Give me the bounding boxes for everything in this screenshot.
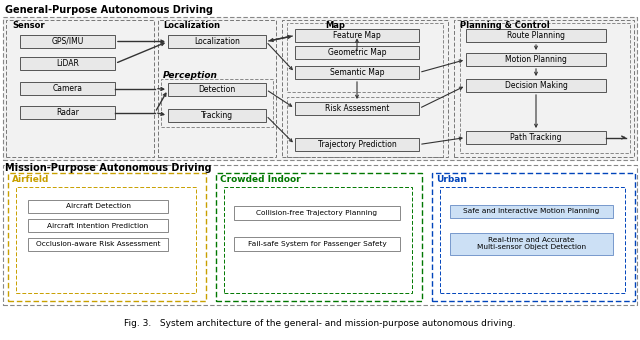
Text: Fail-safe System for Passenger Safety: Fail-safe System for Passenger Safety <box>248 241 387 247</box>
Text: Feature Map: Feature Map <box>333 31 381 40</box>
Bar <box>295 46 419 59</box>
Bar <box>216 173 422 301</box>
Text: General-Purpose Autonomous Driving: General-Purpose Autonomous Driving <box>5 5 213 15</box>
Bar <box>295 29 419 42</box>
Text: Perception: Perception <box>163 70 218 80</box>
Text: Crowded Indoor: Crowded Indoor <box>220 175 301 185</box>
Text: Localization: Localization <box>194 37 240 46</box>
Text: Path Tracking: Path Tracking <box>510 133 562 142</box>
Bar <box>287 23 443 92</box>
Text: Safe and Interactive Motion Planning: Safe and Interactive Motion Planning <box>463 208 600 215</box>
Text: Real-time and Accurate
Multi-sensor Object Detection: Real-time and Accurate Multi-sensor Obje… <box>477 238 586 251</box>
Bar <box>20 35 115 48</box>
Text: Route Planning: Route Planning <box>507 31 565 40</box>
Text: Collision-free Trajectory Planning: Collision-free Trajectory Planning <box>257 210 378 216</box>
Text: Motion Planning: Motion Planning <box>505 55 567 64</box>
Bar <box>460 23 630 153</box>
Bar <box>16 187 196 293</box>
Text: Mission-Purpose Autonomous Driving: Mission-Purpose Autonomous Driving <box>5 163 212 173</box>
Text: Aircraft Detection: Aircraft Detection <box>65 204 131 209</box>
Bar <box>224 187 412 293</box>
Bar <box>450 205 613 218</box>
Bar <box>6 20 154 157</box>
Bar <box>168 35 266 48</box>
Bar <box>168 83 266 96</box>
Text: Trajectory Prediction: Trajectory Prediction <box>317 140 396 149</box>
Text: LiDAR: LiDAR <box>56 59 79 68</box>
Text: Detection: Detection <box>198 85 236 94</box>
Bar <box>161 79 273 127</box>
Bar <box>295 138 419 151</box>
Text: Map: Map <box>325 20 345 30</box>
Text: Tracking: Tracking <box>201 111 233 120</box>
Bar <box>8 173 206 301</box>
Text: Urban: Urban <box>436 175 467 185</box>
Text: Radar: Radar <box>56 108 79 117</box>
Bar <box>466 53 606 66</box>
Text: GPS/IMU: GPS/IMU <box>51 37 84 46</box>
Bar <box>440 187 625 293</box>
Text: Aircraft Intention Prediction: Aircraft Intention Prediction <box>47 222 148 228</box>
Bar <box>234 237 400 251</box>
Bar <box>158 20 276 157</box>
Bar <box>432 173 635 301</box>
Text: Camera: Camera <box>52 84 83 93</box>
Text: Semantic Map: Semantic Map <box>330 68 384 77</box>
Bar <box>466 131 606 144</box>
Bar <box>3 17 637 160</box>
Bar <box>282 20 448 157</box>
Text: Decision Making: Decision Making <box>504 81 568 90</box>
Bar <box>3 165 637 305</box>
Text: Planning & Control: Planning & Control <box>460 20 550 30</box>
Text: Airfield: Airfield <box>12 175 49 185</box>
Bar <box>454 20 634 157</box>
Bar <box>234 206 400 220</box>
Bar <box>20 82 115 95</box>
Text: Geometric Map: Geometric Map <box>328 48 387 57</box>
Text: Localization: Localization <box>163 20 220 30</box>
Bar <box>287 97 443 157</box>
Bar <box>20 106 115 119</box>
Text: Fig. 3.   System architecture of the general- and mission-purpose autonomous dri: Fig. 3. System architecture of the gener… <box>124 320 516 328</box>
Bar <box>466 29 606 42</box>
Bar <box>295 66 419 79</box>
Bar <box>295 102 419 115</box>
Bar <box>466 79 606 92</box>
Bar <box>20 57 115 70</box>
Bar <box>450 233 613 255</box>
Bar <box>28 219 168 232</box>
Bar <box>28 200 168 213</box>
Bar <box>168 109 266 122</box>
Bar <box>28 238 168 251</box>
Text: Risk Assessment: Risk Assessment <box>325 104 389 113</box>
Text: Occlusion-aware Risk Assessment: Occlusion-aware Risk Assessment <box>36 241 160 248</box>
Text: Sensor: Sensor <box>12 20 45 30</box>
